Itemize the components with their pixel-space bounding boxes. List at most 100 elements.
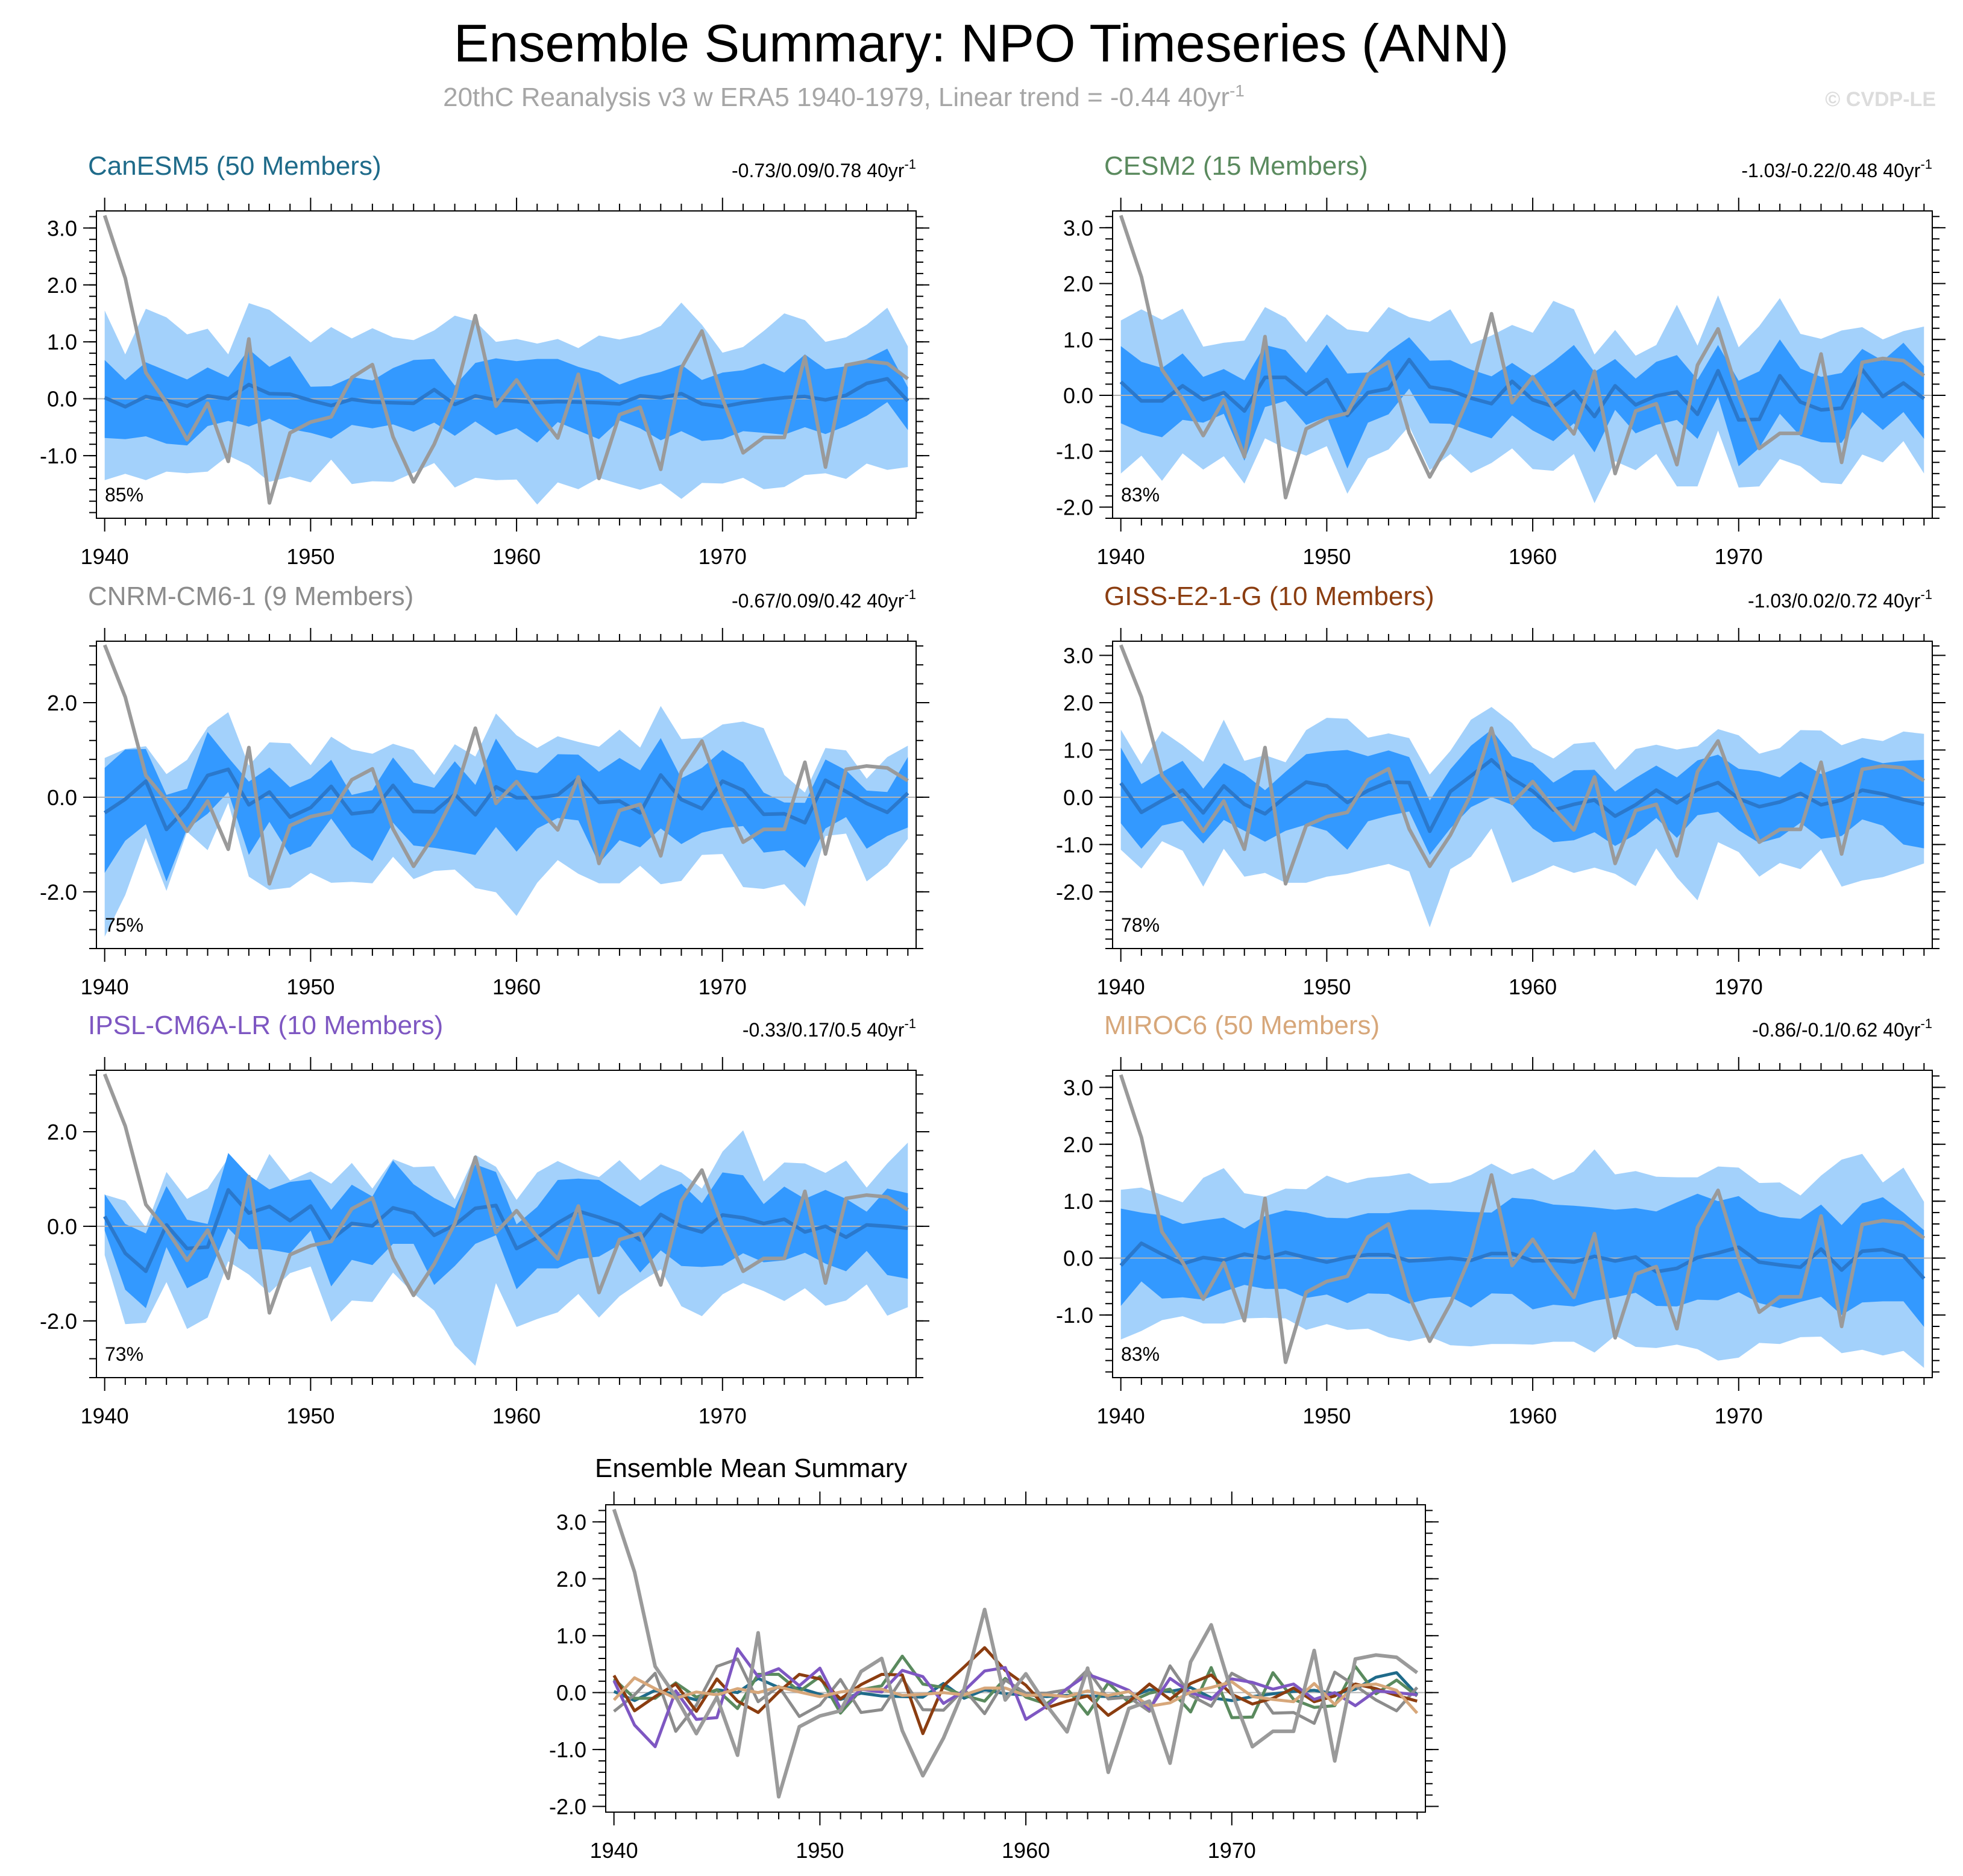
y-tick-label: 1.0 [1063, 738, 1093, 762]
y-tick-label: -2.0 [1056, 880, 1093, 905]
y-tick-label: -1.0 [40, 444, 77, 468]
percent-label: 83% [1121, 1343, 1160, 1365]
y-tick-label: 1.0 [1063, 327, 1093, 352]
x-tick-label: 1970 [1715, 1404, 1763, 1428]
y-tick-label: 2.0 [1063, 272, 1093, 296]
panel-title: CanESM5 (50 Members) [88, 151, 382, 181]
y-tick-label: 0.0 [47, 1214, 77, 1239]
panel-2: 1940 1950 1960 1970 -2.0 -1.0 0.0 1.0 2.0 3.0 CESM… [1056, 151, 1946, 569]
x-tick-label: 1950 [1302, 544, 1351, 569]
y-tick-label: 2.0 [556, 1567, 586, 1592]
plot-area [1113, 1074, 1932, 1368]
x-tick-label: 1970 [1208, 1838, 1256, 1863]
x-tick-label: 1960 [492, 544, 541, 569]
y-tick-label: 1.0 [556, 1623, 586, 1648]
cvdp-watermark: © CVDP-LE [1825, 88, 1936, 111]
figure-subtitle-text: 20thC Reanalysis v3 w ERA5 1940-1979, Li… [443, 83, 1230, 112]
y-tick-label: -2.0 [549, 1795, 586, 1819]
y-tick-label: 3.0 [556, 1510, 586, 1534]
y-tick-label: -1.0 [1056, 832, 1093, 857]
y-tick-label: 0.0 [1063, 1246, 1093, 1271]
x-tick-label: 1950 [796, 1838, 844, 1863]
x-tick-label: 1940 [1097, 974, 1145, 999]
ensemble-mean-line [103, 1188, 908, 1273]
y-tick-label: 0.0 [47, 785, 77, 810]
figure-subtitle-superscript: -1 [1230, 81, 1245, 100]
x-tick-label: 1950 [286, 974, 334, 999]
x-tick-label: 1940 [590, 1838, 638, 1863]
y-tick-label: 1.0 [1063, 1189, 1093, 1214]
model-mean-line-5 [612, 1647, 1418, 1748]
x-tick-label: 1940 [81, 1404, 129, 1428]
panel-trend-stats-superscript: -1 [904, 1016, 916, 1031]
percent-label: 75% [105, 914, 143, 936]
y-tick-label: 2.0 [1063, 691, 1093, 715]
y-tick-label: -2.0 [1056, 495, 1093, 519]
panel-trend-stats-superscript: -1 [904, 157, 916, 172]
observation-line [1119, 215, 1926, 500]
panel-trend-stats-text: -0.33/0.17/0.5 40yr [743, 1019, 905, 1041]
x-tick-label: 1960 [1509, 974, 1557, 999]
x-tick-label: 1940 [81, 974, 129, 999]
panel-7: 1940 1950 1960 1970 -2.0 -1.0 0.0 1.0 2.0 3.0 Ense… [549, 1454, 1439, 1863]
y-tick-label: -2.0 [40, 880, 77, 905]
x-tick-label: 1950 [1302, 1404, 1351, 1428]
x-tick-label: 1950 [286, 1404, 334, 1428]
y-tick-label: 3.0 [1063, 216, 1093, 240]
percent-label: 85% [105, 484, 143, 506]
panel-trend-stats-text: -1.03/-0.22/0.48 40yr [1741, 160, 1920, 181]
x-tick-label: 1960 [492, 974, 541, 999]
x-tick-label: 1970 [1715, 544, 1763, 569]
x-tick-label: 1950 [1302, 974, 1351, 999]
figure-title: Ensemble Summary: NPO Timeseries (ANN) [454, 13, 1509, 73]
observation-line [102, 1073, 909, 1315]
plot-area [96, 644, 916, 937]
observation-line [102, 215, 909, 505]
panel-title: CNRM-CM6-1 (9 Members) [88, 582, 413, 611]
y-tick-label: 2.0 [47, 273, 77, 298]
y-tick-label: 0.0 [556, 1681, 586, 1705]
ensemble-inner-range [104, 732, 908, 882]
panel-trend-stats-superscript: -1 [1920, 1016, 1932, 1031]
plot-area [96, 215, 916, 505]
panel-trend-stats-superscript: -1 [1920, 157, 1932, 172]
panel-trend-stats: -0.33/0.17/0.5 40yr-1 [743, 1016, 916, 1041]
x-tick-label: 1940 [81, 544, 129, 569]
panel-1: 1940 1950 1960 1970 -1.0 0.0 1.0 2.0 3.0 CanESM5 … [40, 151, 929, 569]
ensemble-inner-range [1120, 337, 1924, 469]
x-tick-label: 1970 [699, 544, 747, 569]
ensemble-inner-range [1120, 1193, 1924, 1327]
figure-subtitle: 20thC Reanalysis v3 w ERA5 1940-1979, Li… [443, 81, 1245, 112]
x-tick-label: 1970 [699, 1404, 747, 1428]
x-tick-label: 1960 [492, 1404, 541, 1428]
y-tick-label: 1.0 [47, 330, 77, 354]
x-tick-label: 1960 [1002, 1838, 1050, 1863]
plot-frame [96, 641, 917, 949]
percent-label: 83% [1121, 484, 1160, 506]
panel-title: GISS-E2-1-G (10 Members) [1104, 582, 1434, 611]
y-tick-label: 0.0 [1063, 785, 1093, 810]
x-tick-label: 1970 [699, 974, 747, 999]
x-tick-label: 1940 [1097, 1404, 1145, 1428]
x-tick-label: 1970 [1715, 974, 1763, 999]
plot-frame [96, 1070, 917, 1378]
panels-group: 1940 1950 1960 1970 -1.0 0.0 1.0 2.0 3.0 CanESM5 … [40, 151, 1946, 1863]
y-tick-label: -1.0 [1056, 1303, 1093, 1328]
observation-line [612, 1508, 1419, 1799]
plot-frame [1112, 210, 1933, 519]
plot-area [96, 1073, 916, 1366]
observation-line [102, 644, 909, 886]
x-tick-label: 1960 [1509, 544, 1557, 569]
panel-trend-stats: -1.03/-0.22/0.48 40yr-1 [1741, 157, 1932, 181]
panel-trend-stats: -0.86/-0.1/0.62 40yr-1 [1752, 1016, 1932, 1041]
panel-title: Ensemble Mean Summary [595, 1454, 907, 1483]
y-tick-label: 0.0 [1063, 383, 1093, 408]
panel-4: 1940 1950 1960 1970 -2.0 -1.0 0.0 1.0 2.0 3.0 GISS… [1056, 582, 1946, 999]
model-mean-line-4 [612, 1646, 1418, 1736]
y-tick-label: -2.0 [40, 1309, 77, 1334]
panel-6: 1940 1950 1960 1970 -1.0 0.0 1.0 2.0 3.0 MIROC6 (… [1056, 1011, 1946, 1428]
panel-trend-stats-text: -0.67/0.09/0.42 40yr [732, 590, 905, 612]
x-tick-label: 1940 [1097, 544, 1145, 569]
panel-trend-stats-text: -0.73/0.09/0.78 40yr [732, 160, 905, 181]
